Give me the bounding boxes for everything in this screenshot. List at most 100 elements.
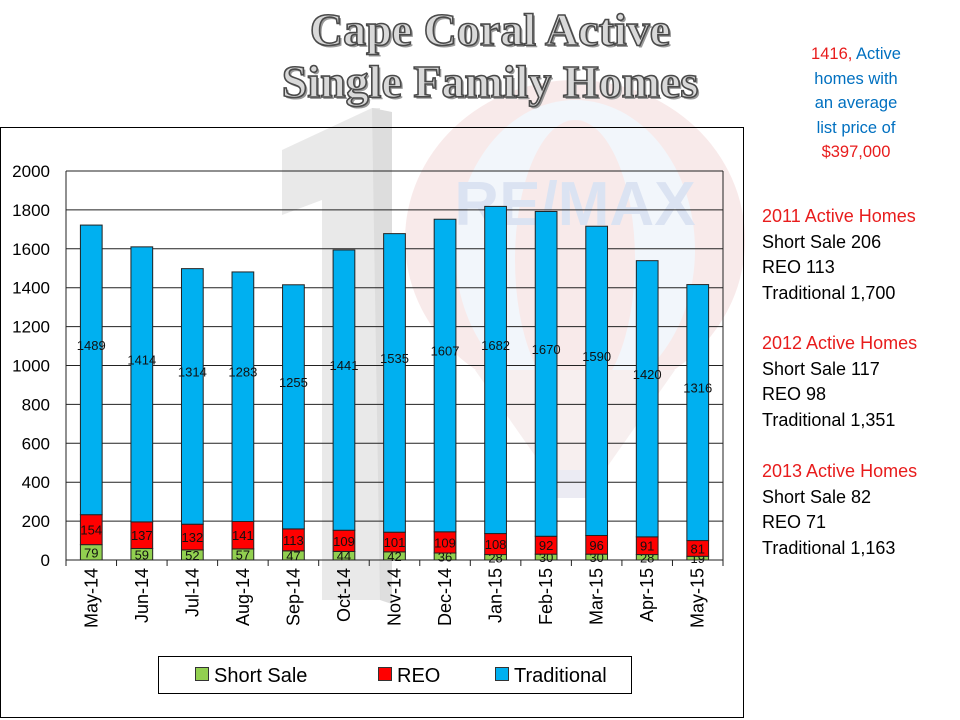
bar-traditional <box>332 249 356 531</box>
x-tick-label: Aug-14 <box>233 568 253 626</box>
chart-frame <box>0 127 744 718</box>
x-tick-label: Jan-15 <box>486 568 506 623</box>
data-label: 154 <box>80 523 102 538</box>
x-tick-label: Feb-15 <box>536 568 556 625</box>
data-label: 79 <box>84 545 98 560</box>
x-tick-label: May-14 <box>81 568 101 628</box>
data-label: 109 <box>333 534 355 549</box>
data-label: 1535 <box>380 351 409 366</box>
data-label: 1489 <box>77 338 106 353</box>
data-label: 92 <box>539 538 553 553</box>
year-2013-heading: 2013 Active Homes <box>762 461 918 481</box>
year-2011-traditional: Traditional 1,700 <box>762 282 896 303</box>
data-label: 1441 <box>330 358 359 373</box>
year-2013-short-sale: Short Sale 82 <box>762 486 872 507</box>
data-label: 47 <box>286 548 300 563</box>
year-2012-reo: REO 98 <box>762 384 827 404</box>
x-tick-label: Jul-14 <box>182 568 202 617</box>
chart-legend: Short Sale REO Traditional <box>158 656 632 694</box>
data-label: 96 <box>589 538 603 553</box>
data-label: 1316 <box>683 381 712 396</box>
legend-swatch-reo <box>378 667 392 681</box>
title-line-2: Single Family Homes <box>281 55 699 108</box>
legend-swatch-short-sale <box>195 667 209 681</box>
data-label: 1670 <box>532 342 561 357</box>
bar-traditional <box>180 268 204 525</box>
page-title: Cape Coral Active Single Family Homes <box>180 3 800 108</box>
legend-label-traditional: Traditional <box>514 665 607 687</box>
summary-line-1-text: Active <box>852 45 901 63</box>
y-tick-label: 400 <box>22 473 50 492</box>
data-label: 44 <box>337 549 351 564</box>
year-2012-traditional: Traditional 1,351 <box>762 409 896 430</box>
legend-label-reo: REO <box>397 665 441 687</box>
x-tick-label: Jun-14 <box>132 568 152 623</box>
data-label: 91 <box>640 539 654 554</box>
y-tick-label: 600 <box>22 434 50 453</box>
year-2012-short-sale: Short Sale 117 <box>762 358 880 379</box>
year-2013-block: 2013 Active Homes Short Sale 82 REO 71 T… <box>762 459 952 561</box>
y-tick-label: 1400 <box>12 279 50 298</box>
bar-traditional <box>231 271 255 522</box>
data-label: 81 <box>690 541 704 556</box>
year-2011-short-sale: Short Sale 206 <box>762 231 882 252</box>
y-tick-label: 800 <box>22 395 50 414</box>
bar-traditional <box>686 284 710 542</box>
x-tick-label: Oct-14 <box>334 568 354 622</box>
bar-traditional <box>433 218 457 533</box>
summary-line-3: an average <box>814 94 898 112</box>
y-tick-label: 200 <box>22 512 50 531</box>
legend-item-reo: REO <box>378 665 440 687</box>
x-tick-label: Nov-14 <box>385 568 405 626</box>
data-label: 42 <box>387 549 401 564</box>
y-tick-label: 1000 <box>12 357 50 376</box>
year-2011-reo: REO 113 <box>762 257 835 277</box>
data-label: 132 <box>181 530 203 545</box>
summary-line-2: homes with <box>814 69 898 88</box>
bar-traditional <box>484 205 507 535</box>
bar-traditional <box>130 246 154 523</box>
year-2013-reo: REO 71 <box>762 512 827 532</box>
data-label: 52 <box>185 548 199 563</box>
y-tick-label: 0 <box>41 551 50 570</box>
year-2011-heading: 2011 Active Homes <box>762 206 916 226</box>
summary-callout: 1416, Active homes with an average list … <box>772 42 940 165</box>
data-label: 141 <box>232 528 254 543</box>
data-label: 109 <box>434 535 456 550</box>
bar-traditional <box>282 284 305 530</box>
bar-traditional <box>635 260 659 538</box>
summary-line-1: 1416, Active <box>772 42 940 67</box>
legend-item-traditional: Traditional <box>495 665 607 687</box>
data-label: 1682 <box>481 338 510 353</box>
x-tick-label: May-15 <box>688 568 708 628</box>
year-2013-traditional: Traditional 1,163 <box>762 537 896 558</box>
title-line-1: Cape Coral Active <box>309 3 671 56</box>
data-label: 57 <box>236 547 250 562</box>
x-tick-label: Sep-14 <box>283 568 303 626</box>
bar-traditional <box>534 210 558 537</box>
bar-traditional <box>383 233 406 533</box>
year-2011-block: 2011 Active Homes Short Sale 206 REO 113… <box>762 204 952 306</box>
data-label: 137 <box>131 528 153 543</box>
data-label: 101 <box>384 535 406 550</box>
y-tick-label: 2000 <box>12 162 50 181</box>
data-label: 1607 <box>431 344 460 359</box>
year-2012-heading: 2012 Active Homes <box>762 333 918 353</box>
x-tick-label: Mar-15 <box>587 568 607 625</box>
data-label: 1255 <box>279 375 308 390</box>
data-label: 1283 <box>228 365 257 380</box>
bar-traditional <box>79 224 103 516</box>
legend-swatch-traditional <box>495 667 509 681</box>
y-tick-label: 1800 <box>12 201 50 220</box>
data-label: 113 <box>283 533 304 548</box>
data-label: 1414 <box>127 352 156 367</box>
stacked-bar-chart: 0 200 400 600 800 1000 1200 1400 1600 1800 2000 79 1… <box>12 162 724 628</box>
data-label: 1590 <box>582 349 611 364</box>
data-label: 1314 <box>178 364 207 379</box>
x-tick-label: Dec-14 <box>435 568 455 626</box>
x-tick-label: Apr-15 <box>637 568 657 622</box>
data-label: 1420 <box>633 367 662 382</box>
legend-item-short-sale: Short Sale <box>195 665 307 687</box>
summary-line-4: list price of <box>816 118 896 137</box>
